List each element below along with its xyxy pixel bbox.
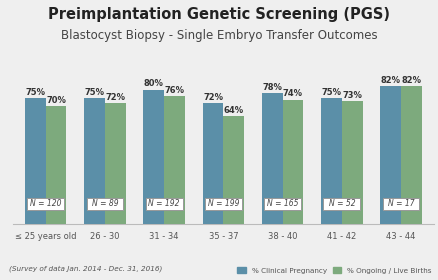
- Text: N = 192: N = 192: [148, 199, 180, 208]
- Bar: [203, 103, 223, 224]
- Bar: [321, 98, 342, 224]
- Bar: [223, 116, 244, 224]
- Text: 64%: 64%: [224, 106, 244, 115]
- Text: 75%: 75%: [85, 88, 105, 97]
- Bar: [84, 98, 105, 224]
- FancyBboxPatch shape: [383, 198, 420, 210]
- FancyBboxPatch shape: [27, 198, 64, 210]
- Text: Preimplantation Genetic Screening (PGS): Preimplantation Genetic Screening (PGS): [48, 7, 390, 22]
- Text: 70%: 70%: [46, 96, 66, 105]
- Bar: [143, 90, 164, 224]
- Text: 75%: 75%: [25, 88, 46, 97]
- Text: N = 165: N = 165: [267, 199, 298, 208]
- Text: (Survey of data Jan. 2014 - Dec. 31, 2016): (Survey of data Jan. 2014 - Dec. 31, 201…: [9, 265, 162, 272]
- Text: N = 120: N = 120: [30, 199, 61, 208]
- Bar: [262, 93, 283, 224]
- Text: 78%: 78%: [262, 83, 282, 92]
- Bar: [380, 86, 401, 224]
- Text: N = 52: N = 52: [328, 199, 355, 208]
- Text: Blastocyst Biopsy - Single Embryo Transfer Outcomes: Blastocyst Biopsy - Single Embryo Transf…: [61, 29, 377, 42]
- Text: 72%: 72%: [203, 93, 223, 102]
- Text: N = 199: N = 199: [208, 199, 239, 208]
- Text: 73%: 73%: [342, 91, 362, 100]
- FancyBboxPatch shape: [264, 198, 301, 210]
- Bar: [46, 106, 67, 224]
- Text: 72%: 72%: [105, 93, 125, 102]
- Text: 80%: 80%: [144, 79, 164, 88]
- FancyBboxPatch shape: [87, 198, 123, 210]
- Bar: [283, 100, 304, 224]
- Bar: [25, 98, 46, 224]
- Text: 82%: 82%: [381, 76, 401, 85]
- Text: 76%: 76%: [165, 86, 184, 95]
- Text: 82%: 82%: [401, 76, 421, 85]
- Bar: [401, 86, 422, 224]
- Text: N = 89: N = 89: [92, 199, 118, 208]
- Text: N = 17: N = 17: [388, 199, 414, 208]
- Bar: [164, 96, 185, 224]
- Legend: % Clinical Pregnancy, % Ongoing / Live Births: % Clinical Pregnancy, % Ongoing / Live B…: [234, 264, 434, 276]
- FancyBboxPatch shape: [146, 198, 183, 210]
- FancyBboxPatch shape: [324, 198, 360, 210]
- FancyBboxPatch shape: [205, 198, 242, 210]
- Bar: [105, 103, 126, 224]
- Text: 74%: 74%: [283, 89, 303, 98]
- Text: 75%: 75%: [321, 88, 342, 97]
- Bar: [342, 101, 363, 224]
